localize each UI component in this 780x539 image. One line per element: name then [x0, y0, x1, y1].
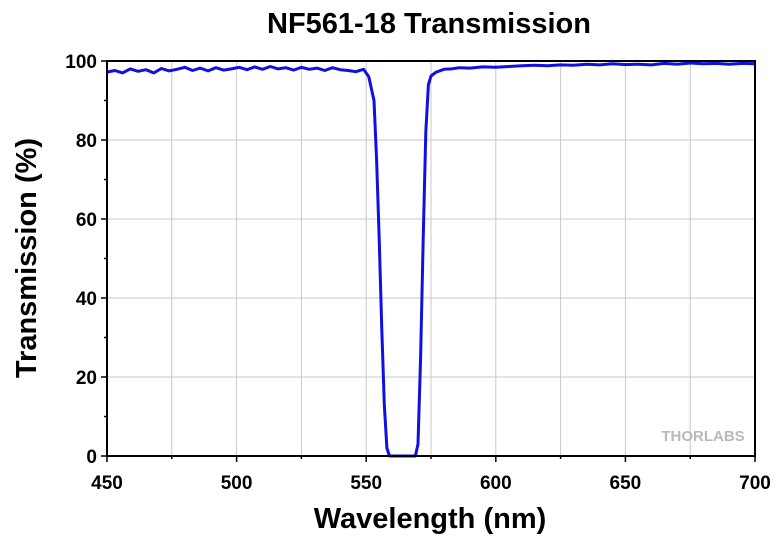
axis-ticks [101, 60, 756, 462]
chart-title: NF561-18 Transmission [267, 8, 591, 40]
y-axis-label: Transmission (%) [11, 138, 43, 378]
x-tick-label: 700 [739, 473, 771, 494]
y-tick-label: 0 [86, 447, 97, 468]
y-tick-label: 20 [76, 368, 97, 389]
x-tick-labels: 450 500 550 600 650 700 [91, 473, 771, 494]
x-tick-label: 450 [91, 473, 123, 494]
y-tick-label: 100 [65, 52, 97, 73]
plot-area-frame [106, 60, 756, 457]
y-tick-label: 40 [76, 289, 97, 310]
x-tick-label: 600 [480, 473, 512, 494]
x-tick-label: 650 [610, 473, 642, 494]
transmission-series-line [106, 61, 756, 458]
thorlabs-logo-watermark: THORLABS [661, 428, 744, 445]
y-tick-label: 80 [76, 131, 97, 152]
y-tick-label: 60 [76, 210, 97, 231]
x-tick-label: 500 [221, 473, 253, 494]
x-axis-label: Wavelength (nm) [314, 503, 547, 535]
grid [107, 61, 755, 456]
y-tick-labels: 0 20 40 60 80 100 [65, 52, 97, 468]
x-tick-label: 550 [350, 473, 382, 494]
